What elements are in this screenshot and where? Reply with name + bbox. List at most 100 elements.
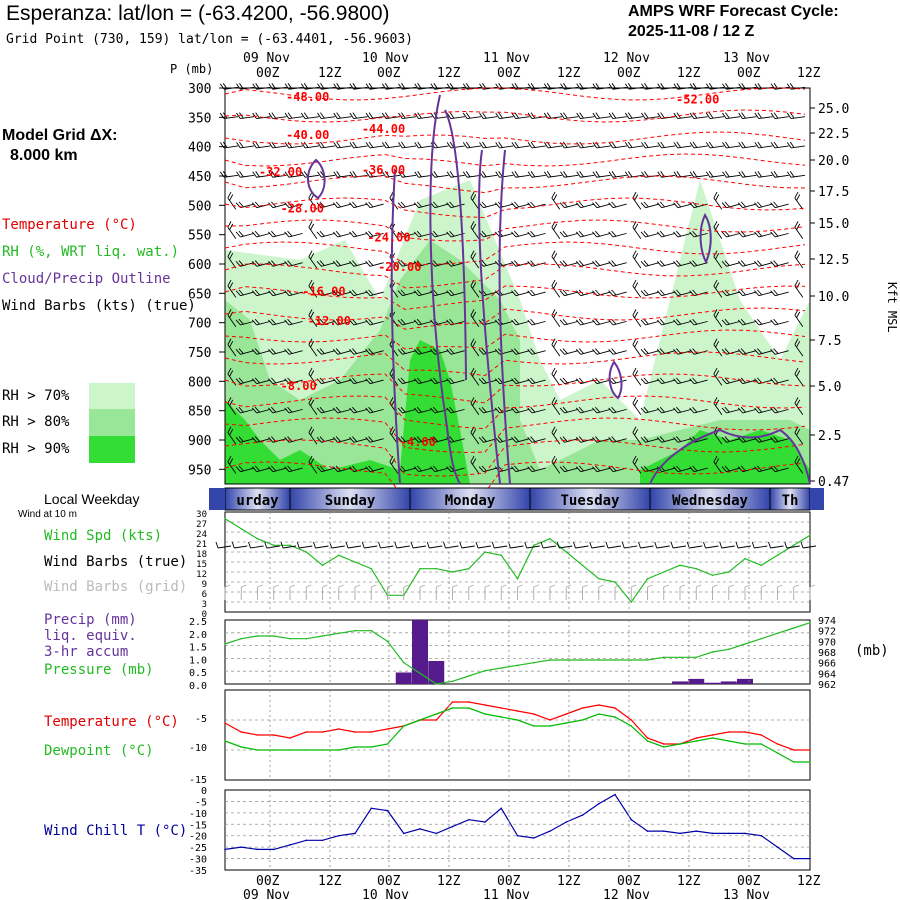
time-tick-label-top: 12Z xyxy=(437,66,461,81)
wind-barb xyxy=(333,83,352,90)
wind-barb xyxy=(397,406,417,414)
wind-barb xyxy=(446,141,465,149)
label-wind-barbs-grid: Wind Barbs (grid) xyxy=(44,579,188,595)
surface-wind-barb xyxy=(410,541,427,549)
wind-barb xyxy=(794,426,804,445)
wind-barb xyxy=(551,397,561,416)
wind-barb xyxy=(770,171,789,178)
wind-chill-line-point xyxy=(370,807,373,810)
wind-barb xyxy=(713,455,723,474)
temperature-panel-frame xyxy=(224,689,811,781)
time-tick-label-top: 12Z xyxy=(557,66,581,81)
date-label-bottom: 13 Nov xyxy=(723,888,770,900)
pressure-tick-label: 550 xyxy=(188,229,211,244)
rh-shading-1 xyxy=(225,240,810,484)
temperature-series-1-point xyxy=(500,716,503,718)
wind-barb xyxy=(479,141,498,149)
wind-barb xyxy=(592,230,611,238)
wind-barb xyxy=(317,112,336,120)
surface-wind-barb xyxy=(443,541,459,549)
wind-speed-line-point xyxy=(224,517,226,520)
wind-chill-line-point xyxy=(386,809,389,812)
wind-speed-line-point xyxy=(419,567,421,570)
wind-chill-line-point xyxy=(419,828,421,830)
wind-barb xyxy=(349,289,368,297)
precip-bar xyxy=(720,681,737,684)
surface-wind-barb xyxy=(638,541,654,549)
weekday-label: Wednesday xyxy=(672,493,748,509)
wind-barb xyxy=(479,171,498,178)
pressure-line-point xyxy=(256,635,259,637)
cloud-outline xyxy=(608,360,623,400)
wind-barb xyxy=(365,201,384,209)
wind-speed-line-point xyxy=(646,577,649,580)
surface-wind-barb xyxy=(800,541,817,549)
temperature-series-0-point xyxy=(727,731,730,733)
wind-barb xyxy=(251,289,271,297)
wind-barb xyxy=(754,112,773,120)
wind-barb xyxy=(527,348,546,355)
temperature-series-0-point xyxy=(532,713,535,715)
height-tick-label: 5.0 xyxy=(818,380,841,395)
wind-barb xyxy=(251,465,271,473)
wind-barb xyxy=(235,289,255,297)
wind-barb xyxy=(527,465,546,473)
pressure-line-point xyxy=(597,659,600,661)
wind-barb xyxy=(300,83,320,90)
wind-barb xyxy=(397,377,417,385)
wind-barb xyxy=(365,406,384,414)
temperature-series-0-point xyxy=(256,734,259,736)
wind-barb xyxy=(754,141,773,149)
wind-speed-line-point xyxy=(760,564,763,567)
temperature-series-1-point xyxy=(484,713,486,715)
wind-chill-tick: -10 xyxy=(189,809,207,820)
time-tick-label-bottom: 00Z xyxy=(497,874,521,889)
wind-barb xyxy=(527,436,546,443)
time-tick-label-top: 12Z xyxy=(797,66,821,81)
temperature-series-0-point xyxy=(760,734,763,736)
wind-barb xyxy=(608,201,627,209)
wind-speed-line-point xyxy=(776,554,779,557)
wind-barb xyxy=(446,465,465,473)
temperature-contour xyxy=(224,439,806,477)
wind-barb xyxy=(284,318,303,326)
grid-wind-barb xyxy=(565,584,572,600)
legend-rh: RH (%, WRT liq. wat.) xyxy=(2,244,180,260)
wind-barb xyxy=(332,260,352,267)
wind-barb xyxy=(511,436,530,443)
time-tick-label-bottom: 12Z xyxy=(557,874,581,889)
temperature-series-1-point xyxy=(565,722,568,724)
wind-barb xyxy=(770,465,789,473)
grid-wind-barb xyxy=(663,584,669,600)
pressure-tick: 962 xyxy=(818,680,836,691)
surface-wind-barb xyxy=(654,541,670,549)
temperature-series-0-point xyxy=(744,731,746,733)
wind-barb xyxy=(446,83,465,90)
wind-barb xyxy=(349,465,368,473)
wind-speed-line-point xyxy=(679,564,681,567)
wind-barb xyxy=(317,171,336,178)
pressure-tick: 964 xyxy=(818,669,836,680)
wind-speed-line-point xyxy=(305,551,308,553)
temperature-series-1-point xyxy=(711,737,714,739)
temperature-series-0-point xyxy=(272,734,275,736)
temperature-series-1 xyxy=(224,707,810,763)
wind-barb xyxy=(551,426,561,445)
wind-barb xyxy=(398,112,417,120)
wind-barb xyxy=(673,318,692,326)
wind-barb xyxy=(560,171,579,178)
wind-barb xyxy=(575,230,595,238)
time-tick-label-top: 00Z xyxy=(737,66,761,81)
wind-barb xyxy=(308,250,318,269)
pressure-line-point xyxy=(435,683,438,685)
wind-barb xyxy=(770,141,789,149)
wind-barb xyxy=(705,141,725,149)
wind-barb xyxy=(754,171,773,178)
wind-barb xyxy=(673,141,692,149)
wind-barb xyxy=(236,171,255,178)
grid-wind-barb xyxy=(305,584,312,600)
pressure-line-point xyxy=(630,659,633,661)
time-tick-label-top: 12Z xyxy=(677,66,701,81)
wind-barb xyxy=(284,377,303,385)
wind-barb xyxy=(794,221,804,240)
